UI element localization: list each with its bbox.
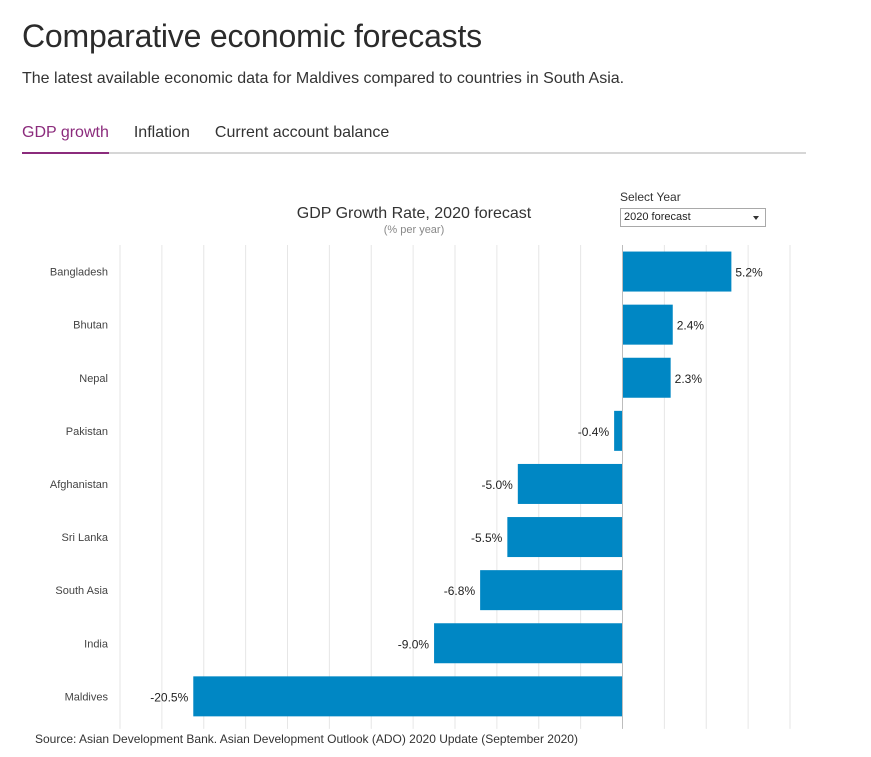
bar-nepal	[622, 357, 671, 398]
value-label-afghanistan: -5.0%	[481, 478, 513, 492]
bar-india	[434, 623, 623, 664]
chart-title: GDP Growth Rate, 2020 forecast	[297, 205, 532, 222]
value-label-bangladesh: 5.2%	[735, 266, 763, 280]
value-label-india: -9.0%	[398, 637, 430, 651]
bar-south-asia	[480, 570, 623, 611]
year-select-value: 2020 forecast	[624, 211, 691, 223]
tab-current-account-balance[interactable]: Current account balance	[214, 124, 390, 141]
bar-bhutan	[622, 304, 673, 345]
value-label-pakistan: -0.4%	[578, 425, 610, 439]
value-label-maldives: -20.5%	[150, 690, 188, 704]
bar-bangladesh	[622, 251, 732, 292]
bar-afghanistan	[517, 463, 623, 504]
tab-inflation[interactable]: Inflation	[133, 124, 190, 141]
category-label-india: India	[84, 638, 109, 650]
category-label-nepal: Nepal	[79, 373, 108, 385]
select-year-label: Select Year	[620, 190, 681, 204]
gdp-growth-chart: GDP Growth Rate, 2020 forecast (% per yea…	[50, 205, 791, 729]
page-subtitle: The latest available economic data for M…	[22, 70, 625, 87]
chart-subtitle: (% per year)	[384, 224, 445, 236]
year-select[interactable]: 2020 forecast	[620, 208, 766, 227]
value-label-bhutan: 2.4%	[677, 319, 705, 333]
category-label-sri-lanka: Sri Lanka	[62, 532, 109, 544]
source-note: Source: Asian Development Bank. Asian De…	[35, 732, 578, 746]
category-label-afghanistan: Afghanistan	[50, 479, 108, 491]
tab-bar: GDP growth Inflation Current account bal…	[22, 124, 806, 154]
bar-sri-lanka	[507, 517, 623, 558]
tab-gdp-growth[interactable]: GDP growth	[22, 124, 109, 154]
category-label-maldives: Maldives	[65, 691, 109, 703]
category-label-south-asia: South Asia	[55, 585, 108, 597]
category-label-pakistan: Pakistan	[66, 426, 108, 438]
value-label-nepal: 2.3%	[675, 372, 703, 386]
chevron-down-icon	[753, 216, 759, 220]
bar-maldives	[193, 676, 623, 717]
category-label-bhutan: Bhutan	[73, 320, 108, 332]
category-label-bangladesh: Bangladesh	[50, 267, 108, 279]
value-label-south-asia: -6.8%	[444, 584, 476, 598]
page-title: Comparative economic forecasts	[22, 18, 482, 54]
bar-pakistan	[614, 410, 623, 451]
value-label-sri-lanka: -5.5%	[471, 531, 503, 545]
